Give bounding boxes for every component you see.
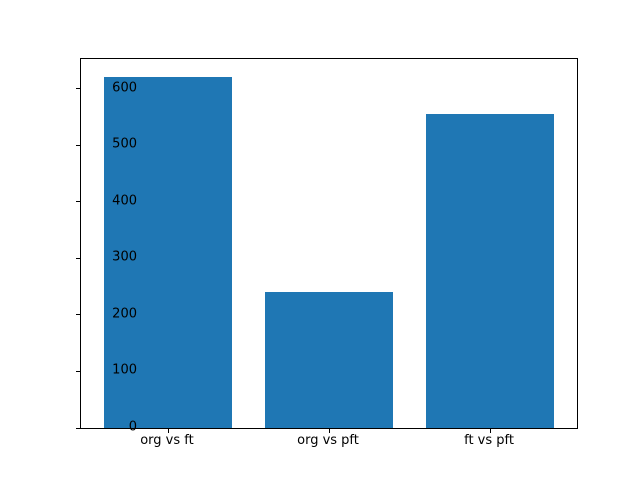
plot-area [76,58,578,433]
bar [103,76,233,428]
y-tick-label: 100 [112,362,137,378]
x-tick-mark [490,429,492,433]
x-tick-mark [167,429,169,433]
y-tick-mark [76,257,80,259]
x-tick-mark [329,429,330,433]
y-tick-label: 400 [112,193,137,209]
bar [425,114,555,428]
x-tick-label: ft vs pft [464,433,514,448]
y-tick-mark [76,88,80,90]
x-tick-label: org vs pft [297,433,359,448]
bar [264,292,394,428]
y-tick-mark [76,370,80,372]
x-tick-label: org vs ft [140,433,194,448]
y-tick-label: 300 [112,249,137,265]
y-tick-label: 500 [112,136,137,152]
y-tick-label: 0 [128,419,137,435]
y-tick-label: 200 [112,306,137,322]
y-tick-label: 600 [112,80,137,96]
y-tick-mark [76,427,80,429]
y-tick-mark [76,144,80,146]
y-tick-mark [76,314,80,316]
y-tick-mark [76,201,80,203]
